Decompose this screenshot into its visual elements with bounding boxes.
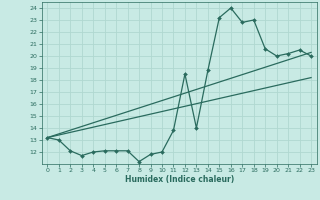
X-axis label: Humidex (Indice chaleur): Humidex (Indice chaleur) [124, 175, 234, 184]
